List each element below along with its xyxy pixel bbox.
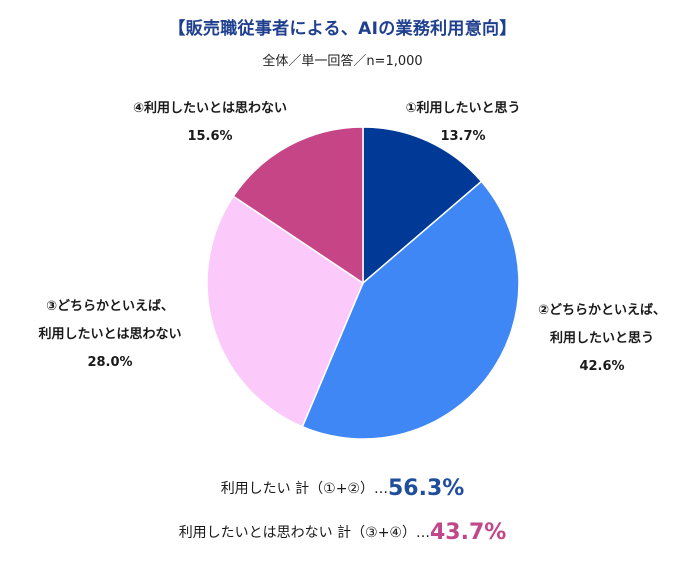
summary-negative: 利用したいとは思わない 計（③+④）…43.7% bbox=[0, 520, 685, 545]
slice-label-1-name: ①利用したいと思う bbox=[405, 101, 521, 116]
slice-label-4-name: ④利用したいとは思わない bbox=[132, 101, 287, 116]
slice-label-3-line1: ③どちらかといえば、 bbox=[45, 299, 174, 314]
slice-label-1-pct: 13.7% bbox=[440, 129, 486, 144]
summary-positive-text: 利用したい 計（①+②）… bbox=[220, 481, 388, 497]
slice-label-4-pct: 15.6% bbox=[187, 129, 233, 144]
slice-label-3-line2: 利用したいとは思わない bbox=[38, 327, 182, 342]
slice-label-1: ①利用したいと思う 13.7% bbox=[388, 95, 538, 151]
pie-slice-1 bbox=[362, 126, 483, 285]
summary-positive-value: 56.3% bbox=[387, 476, 465, 501]
summary-positive: 利用したい 計（①+②）…56.3% bbox=[0, 476, 685, 501]
pie-slice-2 bbox=[301, 180, 520, 440]
pie-slice-3 bbox=[206, 195, 364, 428]
slice-label-2-pct: 42.6% bbox=[579, 359, 625, 374]
slice-label-2: ②どちらかといえば、 利用したいと思う 42.6% bbox=[522, 297, 682, 381]
chart-subtitle: 全体／単一回答／n=1,000 bbox=[262, 54, 423, 69]
summary-negative-text: 利用したいとは思わない 計（③+④）… bbox=[178, 525, 430, 541]
slice-label-3-pct: 28.0% bbox=[87, 355, 133, 370]
pie-slice-4 bbox=[232, 126, 364, 285]
slice-label-3: ③どちらかといえば、 利用したいとは思わない 28.0% bbox=[10, 293, 210, 377]
summary-negative-value: 43.7% bbox=[429, 520, 507, 545]
slice-label-2-line1: ②どちらかといえば、 bbox=[537, 303, 666, 318]
chart-title: 【販売職従事者による、AIの業務利用意向】 bbox=[168, 19, 517, 39]
slice-label-2-line2: 利用したいと思う bbox=[549, 331, 654, 346]
slice-label-4: ④利用したいとは思わない 15.6% bbox=[115, 95, 305, 151]
